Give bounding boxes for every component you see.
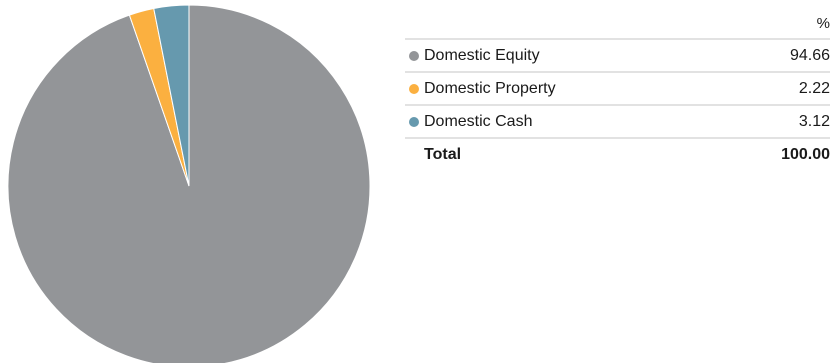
legend-dot-icon — [409, 51, 419, 61]
legend-dot-icon — [409, 84, 419, 94]
legend-row-total: Total 100.00 — [405, 139, 830, 170]
legend-label: Domestic Cash — [424, 113, 533, 130]
legend-row-domestic-cash: Domestic Cash 3.12 — [405, 106, 830, 139]
legend-table: % Domestic Equity 94.66 Domestic Propert… — [405, 10, 830, 170]
legend-dot-icon — [409, 117, 419, 127]
total-label: Total — [424, 146, 462, 163]
legend-value: 94.66 — [789, 47, 830, 64]
legend-label: Domestic Equity — [424, 47, 540, 64]
legend-label: Domestic Property — [424, 80, 556, 97]
pie-chart-svg — [7, 4, 371, 363]
pie-chart — [0, 0, 380, 363]
legend-row-domestic-property: Domestic Property 2.22 — [405, 73, 830, 106]
legend-value: 2.22 — [798, 80, 830, 97]
pie-slice-domestic-equity — [7, 4, 371, 363]
total-value: 100.00 — [781, 146, 830, 163]
percent-column-header: % — [405, 10, 830, 40]
legend-row-domestic-equity: Domestic Equity 94.66 — [405, 40, 830, 73]
pie-slice-domestic-cash — [153, 4, 190, 187]
legend-value: 3.12 — [798, 113, 830, 130]
